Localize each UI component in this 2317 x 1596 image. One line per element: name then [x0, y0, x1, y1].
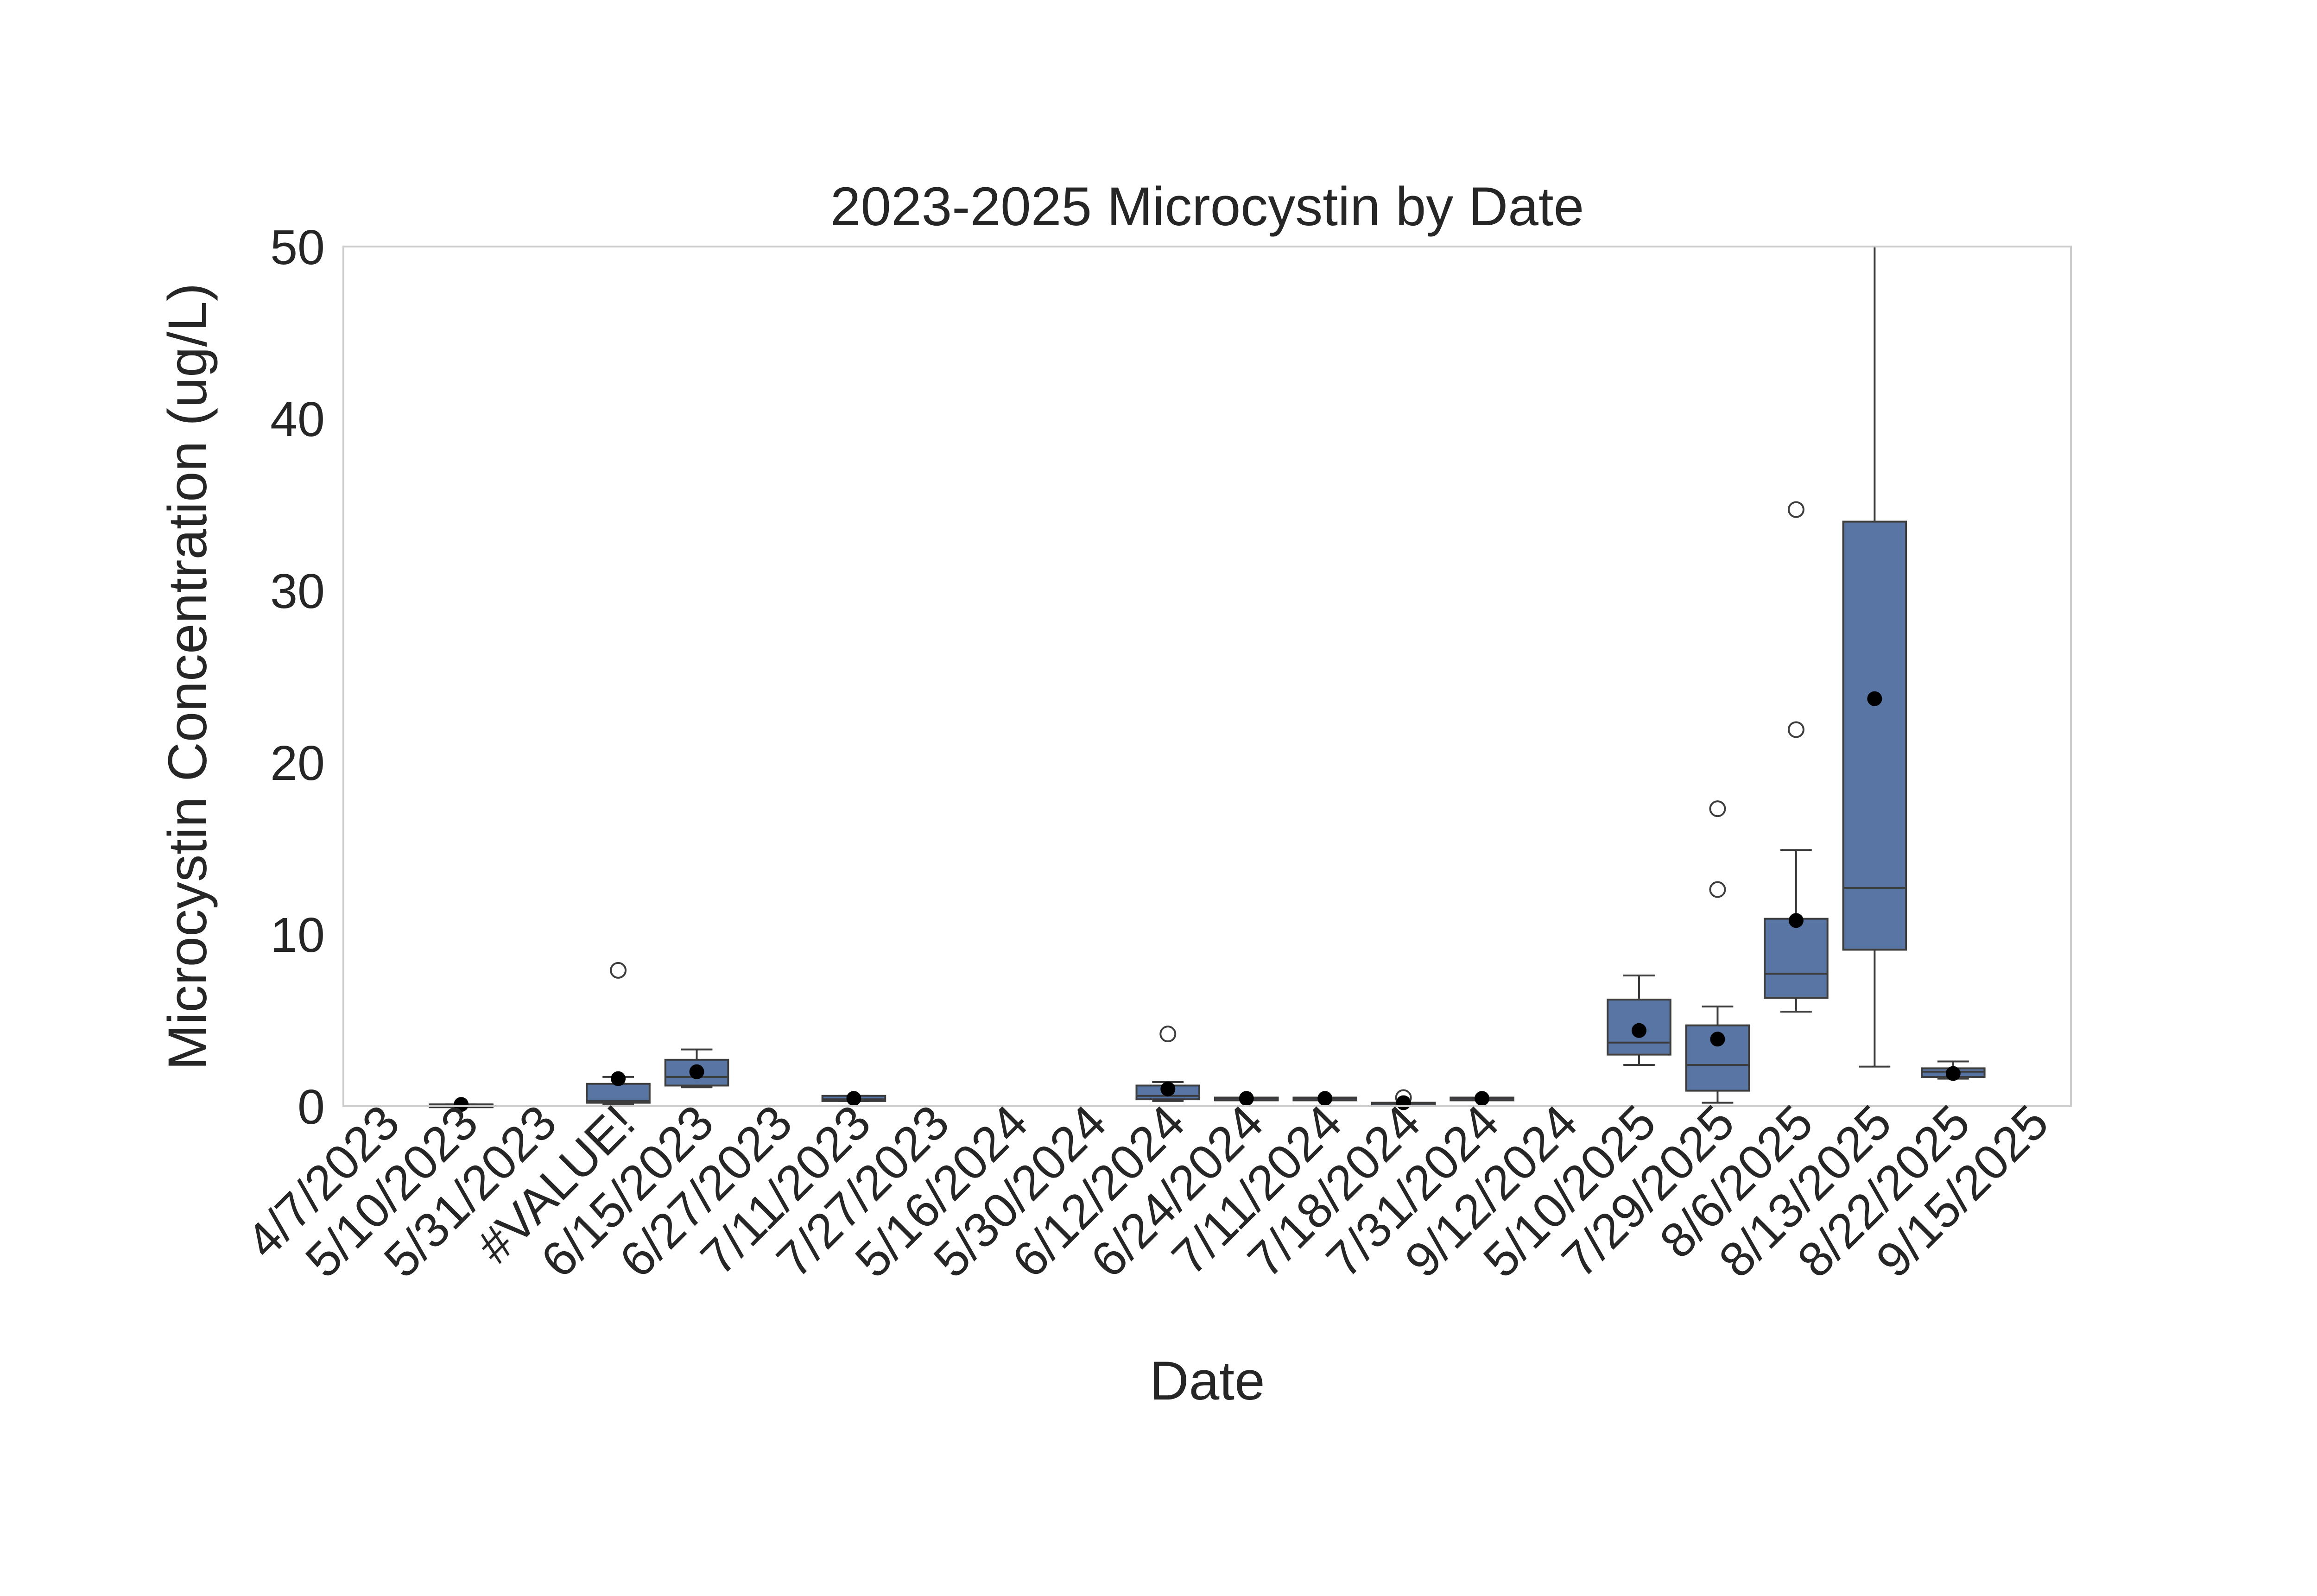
- y-tick-label: 10: [270, 908, 325, 963]
- box-iqr: [586, 1083, 651, 1104]
- box-15: [1450, 1091, 1514, 1106]
- y-axis-ticks: 0 10 20 30 40 50: [270, 220, 325, 1134]
- mean-marker: [846, 1091, 861, 1106]
- box-19: [1764, 501, 1829, 1013]
- y-tick-label: 20: [270, 736, 325, 791]
- y-tick-label: 40: [270, 392, 325, 447]
- mean-marker: [1867, 691, 1882, 706]
- y-tick-label: 30: [270, 564, 325, 619]
- box-12: [1214, 1091, 1279, 1106]
- box-5: [664, 1048, 729, 1089]
- mean-marker: [611, 1071, 626, 1086]
- mean-marker: [689, 1064, 704, 1079]
- y-tick-label: 50: [270, 220, 325, 275]
- mean-marker: [454, 1097, 469, 1112]
- outlier-point: [1709, 800, 1726, 817]
- box-iqr: [1764, 918, 1829, 999]
- box-17: [1607, 975, 1671, 1066]
- outlier-point: [1709, 881, 1726, 898]
- mean-marker: [1160, 1081, 1176, 1096]
- y-axis-label: Microcystin Concentration (ug/L): [157, 283, 218, 1070]
- x-axis-label: Date: [1149, 1350, 1265, 1412]
- outlier-point: [610, 962, 627, 979]
- mean-marker: [1632, 1023, 1646, 1038]
- box-iqr: [1842, 520, 1907, 951]
- mean-marker: [1788, 913, 1804, 928]
- box-18: [1685, 800, 1750, 1104]
- outlier-point: [1159, 1026, 1177, 1043]
- chart-title: 2023-2025 Microcystin by Date: [830, 176, 1584, 237]
- mean-marker: [1239, 1091, 1254, 1106]
- mean-marker: [1475, 1091, 1490, 1106]
- box-13: [1292, 1091, 1357, 1106]
- box-7: [821, 1091, 886, 1106]
- box-11: [1135, 1026, 1201, 1102]
- plot-frame: [342, 246, 2072, 1107]
- box-4: [586, 962, 651, 1106]
- box-21: [1921, 1060, 1986, 1081]
- outlier-point: [1787, 501, 1804, 518]
- outlier-point: [1787, 721, 1804, 738]
- y-tick-label: 0: [298, 1080, 325, 1134]
- mean-marker: [1945, 1066, 1961, 1081]
- mean-marker: [1710, 1032, 1725, 1047]
- mean-marker: [1317, 1091, 1333, 1106]
